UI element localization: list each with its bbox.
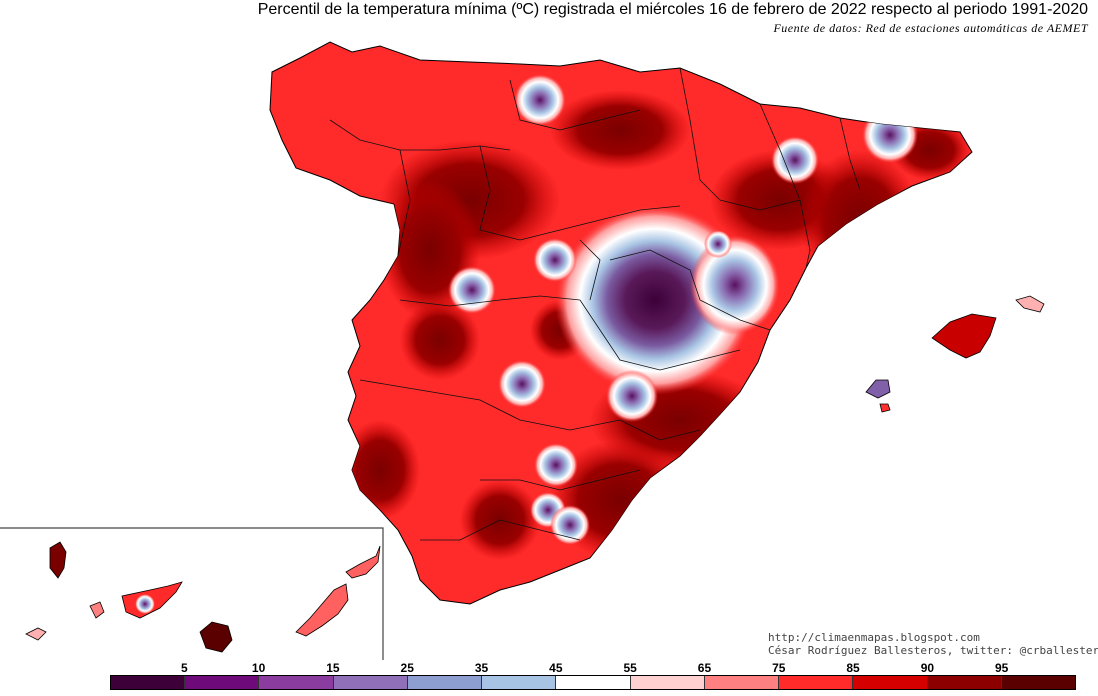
el-hierro-shape [25, 627, 47, 641]
legend-tick-label: 5 [180, 661, 188, 675]
legend-tick-label: 55 [623, 661, 637, 675]
legend-swatch [185, 676, 260, 689]
legend-swatch [630, 676, 705, 689]
mallorca-shape [931, 313, 997, 359]
legend-swatch [927, 676, 1002, 689]
legend-swatch [556, 676, 631, 689]
legend-swatch [333, 676, 408, 689]
legend-swatch [407, 676, 483, 689]
data-source: Fuente de datos: Red de estaciones autom… [773, 21, 1088, 35]
legend-swatch [259, 676, 334, 689]
legend-color-bar [110, 675, 1076, 690]
la-gomera-shape [89, 601, 105, 619]
author-credit: César Rodríguez Ballesteros, twitter: @c… [768, 644, 1098, 657]
blog-url: http://climaenmapas.blogspot.com [768, 631, 980, 644]
legend-tick-label: 90 [920, 661, 935, 675]
legend-tick-label: 45 [549, 661, 563, 675]
legend-swatch [1001, 676, 1076, 689]
legend-swatch [704, 676, 780, 689]
region-borders [329, 67, 861, 541]
legend-tick-label: 85 [846, 661, 860, 675]
legend-tick-label: 10 [251, 661, 266, 675]
legend-tick-label: 65 [697, 661, 712, 675]
legend-swatch [482, 676, 557, 689]
legend-tick-label: 95 [995, 661, 1009, 675]
percentile-legend: 5 10 15 25 35 45 55 65 75 85 90 95 [110, 661, 1076, 691]
ibiza-shape [865, 379, 891, 399]
legend-swatch [853, 676, 928, 689]
legend-swatch [779, 676, 854, 689]
gran-canaria-shape [199, 621, 233, 653]
percentile-map [0, 41, 1045, 660]
legend-tick-label: 25 [400, 661, 414, 675]
legend-swatch [111, 676, 186, 689]
legend-tick-label: 75 [772, 661, 786, 675]
legend-tick-label: 35 [474, 661, 489, 675]
menorca-shape [1015, 295, 1045, 313]
formentera-shape [879, 403, 891, 413]
fuerteventura-shape [295, 583, 349, 637]
lanzarote-shape [345, 545, 381, 579]
map-title: Percentil de la temperatura mínima (ºC) … [257, 1, 1088, 18]
legend-tick-label: 15 [326, 661, 340, 675]
la-palma-shape [49, 541, 67, 579]
canarias-inset-frame [0, 527, 384, 660]
